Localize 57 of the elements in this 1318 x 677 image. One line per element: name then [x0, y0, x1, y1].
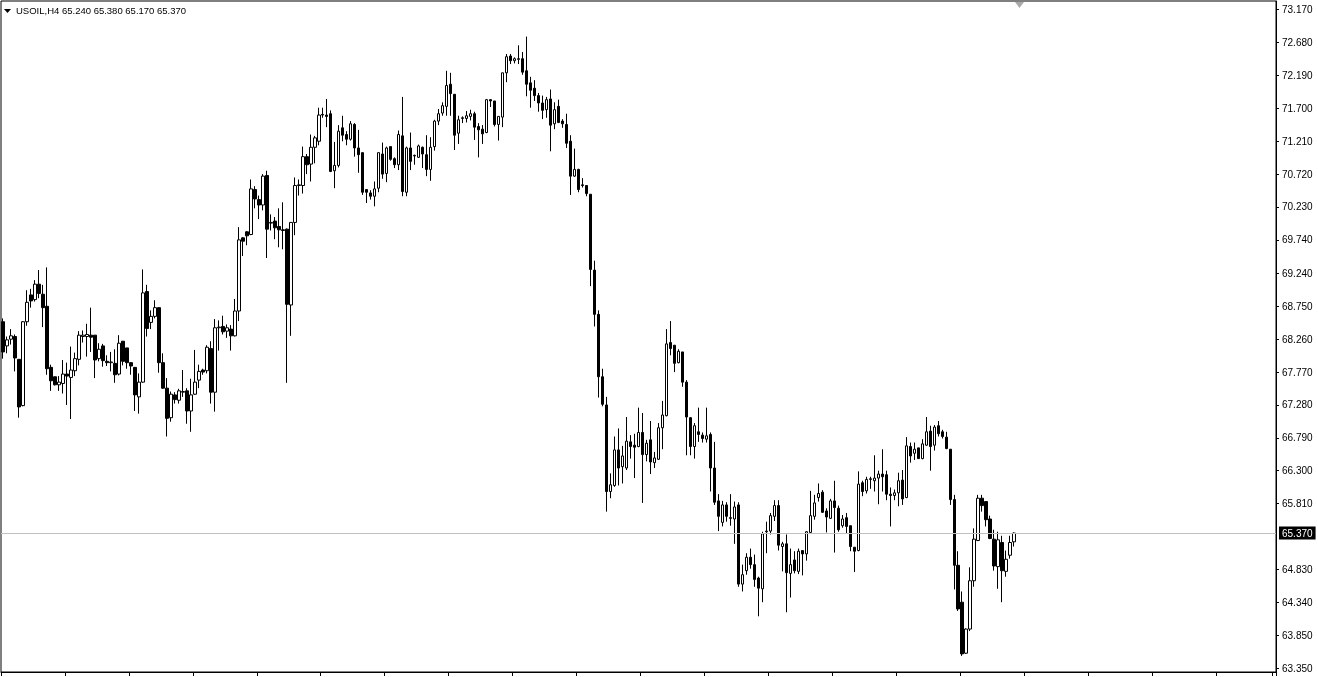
candlestick — [1000, 535, 1004, 603]
candlestick — [465, 110, 468, 123]
candlestick — [385, 146, 388, 183]
candlestick — [913, 442, 916, 461]
y-tick-label: 70.720 — [1282, 168, 1314, 180]
candlestick — [429, 136, 432, 182]
chart-title: USOIL,H4 65.240 65.380 65.170 65.370 — [16, 4, 187, 16]
candlestick — [449, 72, 452, 117]
candlestick — [837, 505, 840, 533]
candlestick — [745, 552, 748, 576]
candlestick — [133, 366, 137, 412]
candlestick — [425, 134, 428, 177]
candlestick — [945, 431, 948, 450]
candlestick — [301, 146, 305, 195]
candlestick — [69, 346, 73, 420]
y-tick-label: 73.170 — [1282, 4, 1314, 16]
y-tick-label: 66.300 — [1282, 465, 1314, 477]
candlestick — [617, 427, 620, 486]
y-tick-label: 71.700 — [1282, 102, 1314, 114]
candlestick — [309, 134, 313, 182]
candlestick — [549, 89, 552, 152]
candlestick — [1008, 535, 1012, 560]
candlestick — [897, 472, 900, 507]
y-tick-label: 71.210 — [1282, 135, 1314, 147]
y-tick-label: 68.260 — [1282, 333, 1314, 345]
candlestick — [453, 93, 456, 151]
y-tick-label: 72.190 — [1282, 69, 1314, 81]
y-tick-label: 69.240 — [1282, 267, 1314, 279]
candlestick — [833, 480, 836, 554]
candlestick — [265, 170, 269, 259]
y-tick-label: 66.790 — [1282, 432, 1314, 444]
candlestick — [725, 501, 728, 523]
y-tick-label: 68.750 — [1282, 300, 1314, 312]
y-tick-label: 64.340 — [1282, 596, 1314, 608]
y-tick-label: 67.770 — [1282, 366, 1314, 378]
candlestick — [785, 533, 788, 613]
candlestick — [737, 501, 740, 588]
y-tick-label: 63.350 — [1282, 663, 1314, 675]
candlestick — [461, 115, 464, 124]
candlestick — [865, 476, 868, 495]
y-tick-label: 72.680 — [1282, 37, 1314, 49]
y-tick-label: 64.830 — [1282, 563, 1314, 575]
y-tick-label: 69.740 — [1282, 234, 1314, 246]
candlestick — [641, 412, 644, 504]
y-tick-label: 67.280 — [1282, 399, 1314, 411]
candlestick — [213, 318, 217, 413]
y-tick-label: 65.810 — [1282, 498, 1314, 510]
candlestick — [445, 70, 448, 117]
y-tick-label: 70.230 — [1282, 201, 1314, 213]
candlestick — [13, 333, 17, 372]
candlestick — [101, 343, 105, 368]
candlestick — [401, 96, 404, 197]
ref-line-label: 65.370 — [1282, 527, 1314, 539]
candlestick — [541, 95, 544, 120]
y-tick-label: 63.850 — [1282, 629, 1314, 641]
candlestick — [797, 548, 800, 575]
candlestick — [649, 420, 652, 475]
